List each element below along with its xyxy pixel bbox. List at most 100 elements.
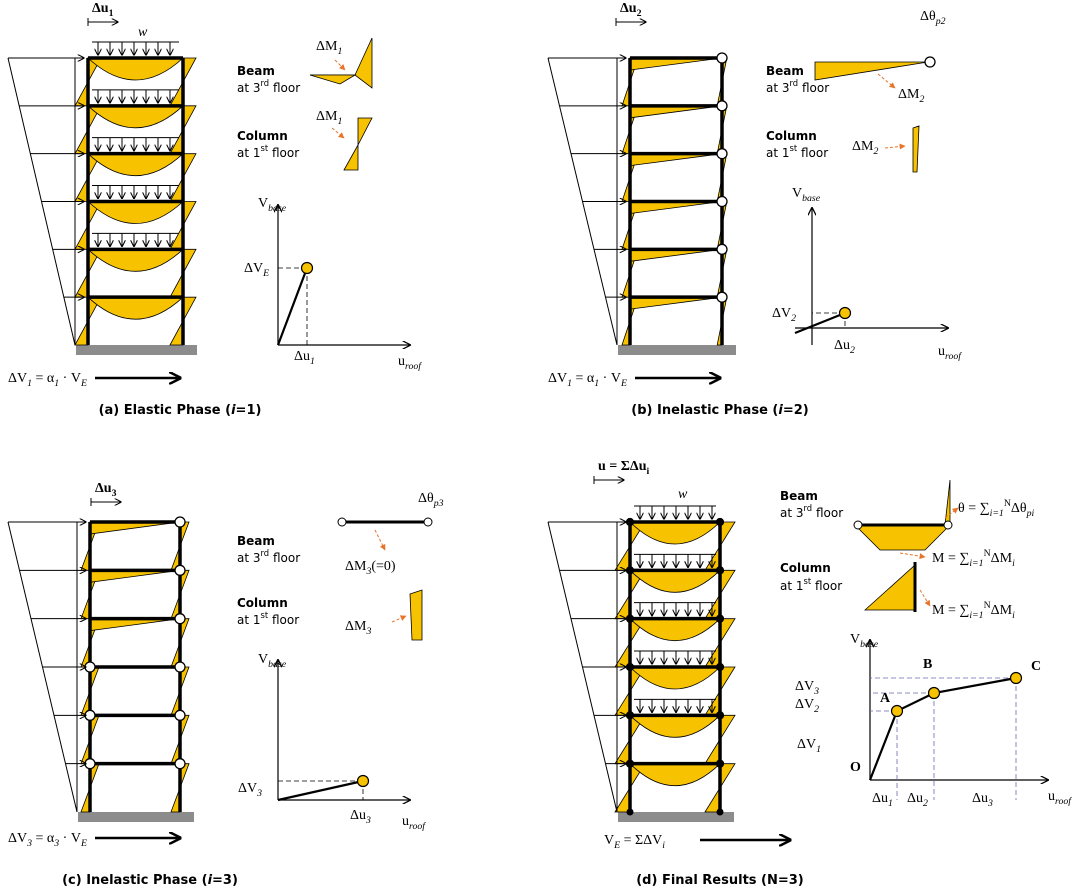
moment-diagram bbox=[88, 154, 183, 176]
label: ΔV3 bbox=[238, 781, 262, 799]
label-part: (=0) bbox=[371, 559, 396, 574]
label-part: = α bbox=[32, 371, 55, 386]
label: at 1st floor bbox=[780, 576, 842, 593]
label-part: floor bbox=[268, 146, 299, 160]
moment-diagram bbox=[183, 202, 196, 226]
label-part: E bbox=[620, 378, 627, 389]
label-part: roof bbox=[945, 351, 962, 362]
label: at 1st floor bbox=[237, 610, 299, 627]
moment-diagram bbox=[720, 667, 735, 691]
label-part: 2 bbox=[637, 8, 642, 19]
moment-diagram bbox=[183, 154, 196, 178]
label-part: ΔM bbox=[898, 87, 920, 102]
label-part: ΔM bbox=[991, 603, 1013, 618]
label: uroof bbox=[402, 814, 426, 832]
capacity-curve bbox=[278, 268, 307, 345]
label: ΔM2 bbox=[898, 87, 924, 105]
label: (c) Inelastic Phase (i=3) bbox=[62, 873, 238, 888]
pointer-arrow bbox=[885, 146, 905, 148]
label: Δu3 bbox=[972, 791, 993, 809]
moment-diagram bbox=[75, 82, 88, 106]
label-part: floor bbox=[812, 506, 843, 520]
column-title: Column bbox=[237, 596, 288, 610]
moment-diagram bbox=[913, 126, 919, 172]
label-part: at 1 bbox=[237, 146, 261, 160]
hinge bbox=[717, 149, 727, 159]
label-part: (c) Inelastic Phase ( bbox=[62, 873, 207, 888]
moment-diagram bbox=[630, 522, 720, 544]
label-part: Δθ bbox=[920, 9, 936, 24]
label-part: u bbox=[402, 814, 409, 829]
moment-diagram bbox=[630, 619, 720, 641]
label-part: · V bbox=[599, 371, 621, 386]
hinge bbox=[424, 518, 432, 526]
hinge bbox=[175, 517, 185, 527]
label-part: ΔM bbox=[345, 559, 367, 574]
label-part: ΔV bbox=[8, 371, 27, 386]
moment-diagram bbox=[90, 619, 180, 631]
label-part: ΔV bbox=[795, 679, 814, 694]
label-part: floor bbox=[797, 146, 828, 160]
label-part: ΔM bbox=[991, 551, 1013, 566]
hinge bbox=[717, 664, 724, 671]
hinge bbox=[944, 521, 952, 529]
label-part: (a) Elastic Phase ( bbox=[99, 403, 232, 418]
label-part: u bbox=[1048, 789, 1055, 804]
label: ΔV1 = α1 · VE bbox=[8, 371, 87, 389]
moment-diagram bbox=[90, 570, 180, 582]
moment-diagram bbox=[630, 154, 722, 166]
state-point bbox=[840, 308, 851, 319]
hinge bbox=[717, 53, 727, 63]
hinge bbox=[627, 519, 634, 526]
label-part: roof bbox=[1055, 796, 1072, 807]
column-title: Column bbox=[237, 129, 288, 143]
hinge bbox=[717, 197, 727, 207]
load-label: w bbox=[138, 25, 148, 40]
label: M = ∑i=1NΔMi bbox=[932, 600, 1015, 621]
moment-diagram bbox=[630, 667, 720, 689]
label-part: 3 bbox=[365, 626, 371, 637]
label-part: Δu bbox=[92, 1, 109, 16]
moment-diagram bbox=[705, 788, 720, 812]
label: at 3rd floor bbox=[237, 548, 300, 565]
state-point bbox=[302, 263, 313, 274]
label: at 3rd floor bbox=[766, 78, 829, 95]
label-part: p3 bbox=[433, 498, 444, 509]
hinge bbox=[627, 809, 634, 816]
moment-diagram bbox=[88, 297, 183, 319]
state-point bbox=[1011, 673, 1022, 684]
hinge bbox=[717, 244, 727, 254]
state-point bbox=[892, 706, 903, 717]
label-part: · V bbox=[59, 831, 81, 846]
hinge bbox=[627, 664, 634, 671]
moment-diagram bbox=[815, 62, 928, 80]
hinge bbox=[925, 57, 935, 67]
moment-diagram bbox=[630, 106, 722, 118]
label-part: N bbox=[984, 548, 991, 559]
hinge bbox=[717, 567, 724, 574]
label: VE = ΣΔVi bbox=[604, 833, 665, 851]
ground bbox=[618, 812, 734, 822]
label-part: ΔV bbox=[548, 371, 567, 386]
moment-diagram bbox=[170, 178, 183, 202]
moment-diagram bbox=[183, 106, 196, 130]
hinge bbox=[85, 759, 95, 769]
hinge bbox=[175, 662, 185, 672]
moment-diagram bbox=[170, 130, 183, 154]
moment-diagram bbox=[88, 58, 183, 80]
label-part: θ = ∑ bbox=[958, 501, 990, 516]
label: Δθp3 bbox=[418, 491, 444, 509]
moment-diagram bbox=[183, 297, 196, 321]
hinge bbox=[717, 101, 727, 111]
moment-diagram bbox=[865, 565, 915, 610]
moment-diagram bbox=[75, 178, 88, 202]
label-part: ΔV bbox=[772, 306, 791, 321]
label-part: u bbox=[398, 354, 405, 369]
moment-diagram bbox=[855, 480, 950, 550]
moment-diagram bbox=[720, 619, 735, 643]
label-part: 2 bbox=[919, 94, 924, 105]
label: ΔM1 bbox=[316, 109, 342, 127]
moment-diagram bbox=[75, 130, 88, 154]
hinge bbox=[717, 292, 727, 302]
label-part: at 1 bbox=[766, 146, 790, 160]
